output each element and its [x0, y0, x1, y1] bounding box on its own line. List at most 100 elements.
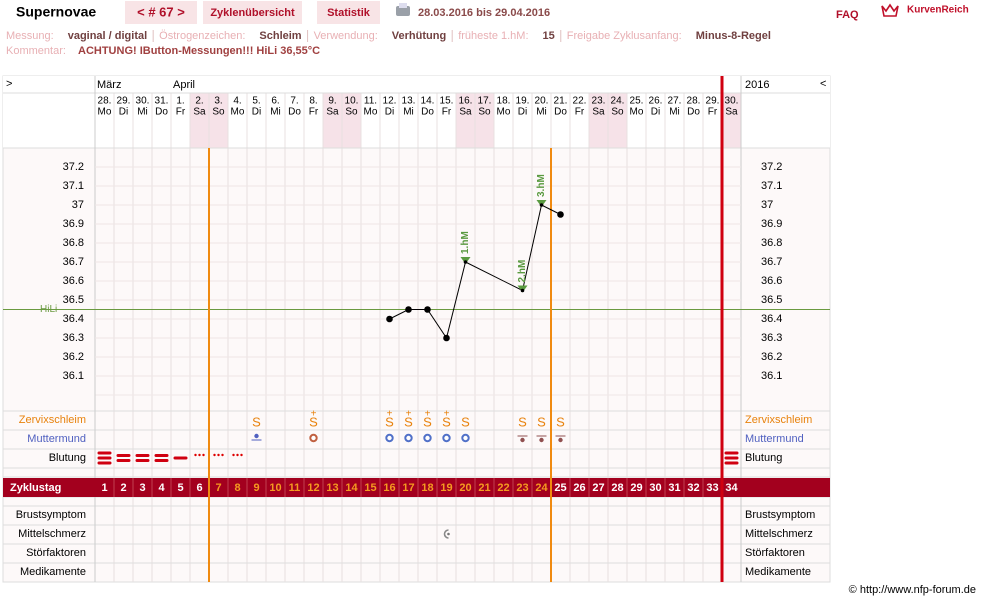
y-tick-label: 36.3: [63, 332, 84, 344]
date-label: 13.: [402, 96, 416, 107]
date-label: 29.: [706, 96, 720, 107]
hili-label: HiLi: [40, 304, 57, 315]
row-label: Blutung: [49, 452, 86, 464]
weekend-bg: [190, 93, 209, 148]
row-label-right: Mittelschmerz: [745, 528, 813, 540]
bleeding-dash: [173, 456, 188, 460]
weekend-bg: [456, 93, 475, 148]
weekday-label: Di: [252, 107, 261, 118]
spotting-dot: [198, 453, 201, 457]
bleeding-dash: [724, 461, 739, 465]
cervix-open: [442, 433, 451, 443]
y-tick-label: 36.5: [63, 294, 84, 306]
cycle-day: 15: [364, 482, 376, 494]
spotting-dot: [217, 453, 220, 457]
cycle-day: 29: [630, 482, 642, 494]
cycle-day: 23: [516, 482, 528, 494]
chart-frame: [2, 75, 831, 583]
cycle-day: 31: [668, 482, 680, 494]
mucus-symbol: S: [556, 414, 565, 429]
cycle-day: 2: [120, 482, 126, 494]
bleeding-dash: [97, 456, 112, 460]
temp-point: [520, 288, 525, 293]
weekend-bg: [608, 93, 627, 148]
nav-right[interactable]: <: [820, 78, 826, 90]
row-label-right: Medikamente: [745, 566, 811, 578]
date-label: 1.: [176, 96, 184, 107]
weekday-label: Mo: [630, 107, 644, 118]
tab[interactable]: [203, 1, 302, 24]
cycle-day: 21: [478, 482, 490, 494]
date-label: 2.: [195, 96, 203, 107]
bleeding-dash: [154, 459, 169, 462]
date-label: 5.: [252, 96, 260, 107]
mucus-extra: +: [311, 409, 317, 420]
tab-label[interactable]: Statistik: [327, 7, 371, 19]
bleeding-dash: [116, 454, 131, 457]
weekday-label: Do: [421, 107, 434, 118]
y-tick-label-right: 36.3: [761, 332, 782, 344]
date-label: 19.: [516, 96, 530, 107]
print-icon[interactable]: [396, 6, 410, 16]
y-tick-label: 36.6: [63, 275, 84, 287]
cervix-open: [404, 433, 413, 443]
cycle-day: 10: [269, 482, 281, 494]
weekday-label: Mi: [270, 107, 281, 118]
tab[interactable]: [317, 1, 380, 24]
weekday-label: Fr: [176, 107, 186, 118]
mucus-symbol: S: [309, 414, 318, 429]
cycle-day: 17: [402, 482, 414, 494]
weekday-label: Fr: [442, 107, 452, 118]
bleeding-dash: [97, 451, 112, 455]
cycle-day: 33: [706, 482, 718, 494]
mucus-symbol: S: [442, 414, 451, 429]
y-tick-label-right: 36.9: [761, 218, 782, 230]
date-label: 26.: [649, 96, 663, 107]
cycle-nav[interactable]: < # 67 >: [137, 4, 185, 19]
cycle-day: 30: [649, 482, 661, 494]
cycle-day: 16: [383, 482, 395, 494]
weekend-bg: [722, 93, 741, 148]
y-tick-label-right: 36.7: [761, 256, 782, 268]
year: 2016: [745, 79, 769, 91]
row-label: Mittelschmerz: [18, 528, 86, 540]
bleeding-dash: [97, 461, 112, 465]
tab-label[interactable]: Zyklenübersicht: [210, 7, 295, 19]
weekday-label: Do: [554, 107, 567, 118]
date-label: 21.: [554, 96, 568, 107]
temp-point: [424, 306, 431, 313]
nav-left[interactable]: >: [6, 78, 12, 90]
bleeding-dash: [116, 459, 131, 462]
weekday-label: So: [478, 107, 491, 118]
cycle-day: 1: [101, 482, 107, 494]
temp-point: [443, 334, 450, 342]
weekday-label: Mo: [98, 107, 112, 118]
weekday-label: Sa: [326, 107, 339, 118]
date-range: 28.03.2016 bis 29.04.2016: [418, 7, 550, 19]
comment-label: Kommentar:: [6, 45, 66, 57]
print-icon-paper[interactable]: [399, 3, 407, 8]
weekday-label: Di: [119, 107, 128, 118]
cycle-day: 14: [345, 482, 358, 494]
date-label: 20.: [535, 96, 549, 107]
spotting-dot: [221, 453, 224, 457]
cervix-open: [423, 433, 432, 443]
cycle-day: 8: [234, 482, 240, 494]
info-label: Messung:: [6, 30, 54, 42]
y-tick-label: 37.2: [63, 161, 84, 173]
spotting-dot: [232, 453, 235, 457]
mucus-symbol: S: [537, 414, 546, 429]
date-label: 16.: [459, 96, 473, 107]
mittelschmerz-icon: [443, 529, 449, 539]
cervix-open: [309, 433, 318, 443]
faq-link[interactable]: FAQ: [836, 9, 859, 21]
bleeding-dash: [135, 459, 150, 462]
temp-point: [463, 260, 468, 264]
weekday-label: Do: [155, 107, 168, 118]
row-label: Brustsymptom: [16, 509, 86, 521]
cycle-nav-tab[interactable]: [125, 1, 197, 24]
info-value: vaginal / digital: [68, 30, 147, 42]
info-value: Verhütung: [392, 30, 446, 42]
temp-point: [539, 203, 544, 207]
mucus-symbol: S: [252, 414, 261, 429]
